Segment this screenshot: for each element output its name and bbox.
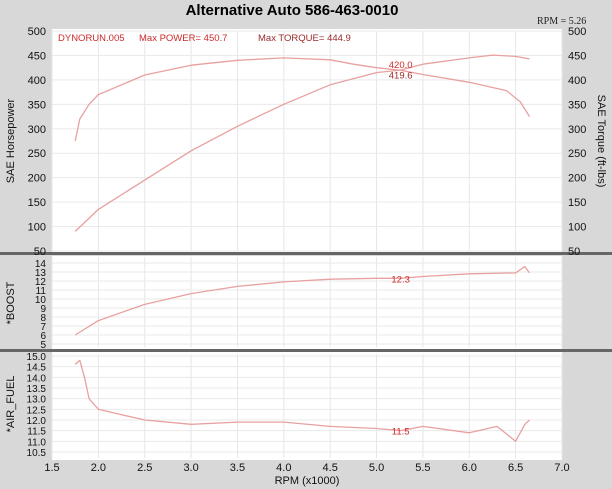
y-tick-label: 150 (28, 197, 46, 209)
x-tick-label: 3.0 (183, 462, 198, 474)
separator-1 (0, 252, 612, 255)
y-tick-label: 12 (35, 277, 47, 288)
y-tick-label: 5 (40, 340, 46, 351)
y-tick-label: 9 (40, 304, 46, 315)
y-right-tick-label: 200 (568, 173, 586, 185)
max-torque-label: Max TORQUE= 444.9 (258, 33, 351, 44)
y-axis-title-airfuel: *AIR_FUEL (5, 376, 17, 433)
data-annotation: 11.5 (392, 427, 410, 438)
y-right-tick-label: 350 (568, 99, 586, 111)
y-right-tick-label: 450 (568, 50, 586, 62)
x-tick-label: 2.5 (137, 462, 152, 474)
grid-layer (51, 30, 563, 458)
x-axis-title: RPM (x1000) (275, 475, 340, 487)
data-annotation: 12.3 (391, 274, 410, 285)
y-axis-title-boost: *BOOST (5, 281, 17, 324)
y-right-tick-label: 500 (568, 26, 586, 38)
x-tick-label: 6.0 (462, 462, 477, 474)
series-line (74, 359, 530, 442)
y-tick-label: 8 (40, 313, 46, 324)
y-tick-label: 13.5 (27, 384, 47, 395)
x-tick-label: 7.0 (554, 462, 569, 474)
y-tick-label: 7 (40, 322, 46, 333)
x-tick-label: 3.5 (230, 462, 245, 474)
lines-layer (74, 54, 531, 442)
y-right-tick-label: 50 (568, 246, 580, 258)
y-tick-label: 14.0 (27, 373, 47, 384)
rpm-readout: RPM = 5.26 (537, 16, 586, 27)
x-tick-label: 2.0 (91, 462, 106, 474)
x-tick-label: 5.0 (369, 462, 384, 474)
y-tick-label: 14 (35, 259, 47, 270)
y-tick-label: 100 (28, 222, 46, 234)
y-tick-label: 450 (28, 50, 46, 62)
x-tick-label: 1.5 (44, 462, 59, 474)
y-tick-label: 11.5 (27, 427, 46, 438)
y-right-tick-label: 250 (568, 148, 586, 160)
separator-2 (0, 349, 612, 352)
data-annotation: 419.6 (389, 70, 413, 81)
y-tick-label: 13 (35, 268, 47, 279)
y-axis-title-hp: SAE Horsepower (5, 98, 17, 183)
x-tick-label: 4.5 (323, 462, 338, 474)
y-tick-label: 14.5 (27, 363, 47, 374)
x-tick-label: 6.5 (508, 462, 523, 474)
air-fuel-panel (52, 352, 562, 460)
y-right-tick-label: 100 (568, 222, 586, 234)
max-power-label: Max POWER= 450.7 (139, 33, 227, 44)
y-tick-label: 250 (28, 148, 46, 160)
y-tick-label: 350 (28, 99, 46, 111)
y-tick-label: 50 (34, 246, 46, 258)
run-label: DYNORUN.005 (58, 33, 125, 44)
y-right-tick-label: 400 (568, 75, 586, 87)
series-line-torque (74, 57, 531, 142)
x-tick-label: 5.5 (415, 462, 430, 474)
series-line-horsepower (74, 54, 530, 232)
y-tick-label: 6 (40, 331, 46, 342)
y-tick-label: 11 (36, 286, 47, 297)
y-tick-label: 10.5 (27, 448, 47, 459)
y-right-tick-label: 300 (568, 124, 586, 136)
data-annotation: 420.0 (389, 60, 413, 71)
y-tick-label: 15.0 (27, 352, 47, 363)
y-right-tick-label: 150 (568, 197, 586, 209)
y-tick-label: 11.0 (27, 437, 46, 448)
y-tick-label: 12.0 (27, 416, 47, 427)
y-tick-label: 500 (28, 26, 46, 38)
power-torque-panel (52, 29, 562, 253)
boost-panel (52, 256, 562, 350)
y-tick-label: 10 (35, 295, 47, 306)
y-tick-label: 400 (28, 75, 46, 87)
x-tick-label: 4.0 (276, 462, 291, 474)
y-axis-title-torque: SAE Torque (ft-lbs) (595, 95, 607, 188)
y-tick-label: 12.5 (27, 405, 47, 416)
series-line (74, 265, 531, 336)
y-tick-label: 300 (28, 124, 46, 136)
ticks-layer: 50 100 150 200 250 300 350 400 450 500 50 100 150 200… (27, 26, 587, 474)
y-tick-label: 13.0 (27, 395, 47, 406)
chart-title: Alternative Auto 586-463-0010 (186, 2, 399, 19)
y-tick-label: 200 (28, 173, 46, 185)
